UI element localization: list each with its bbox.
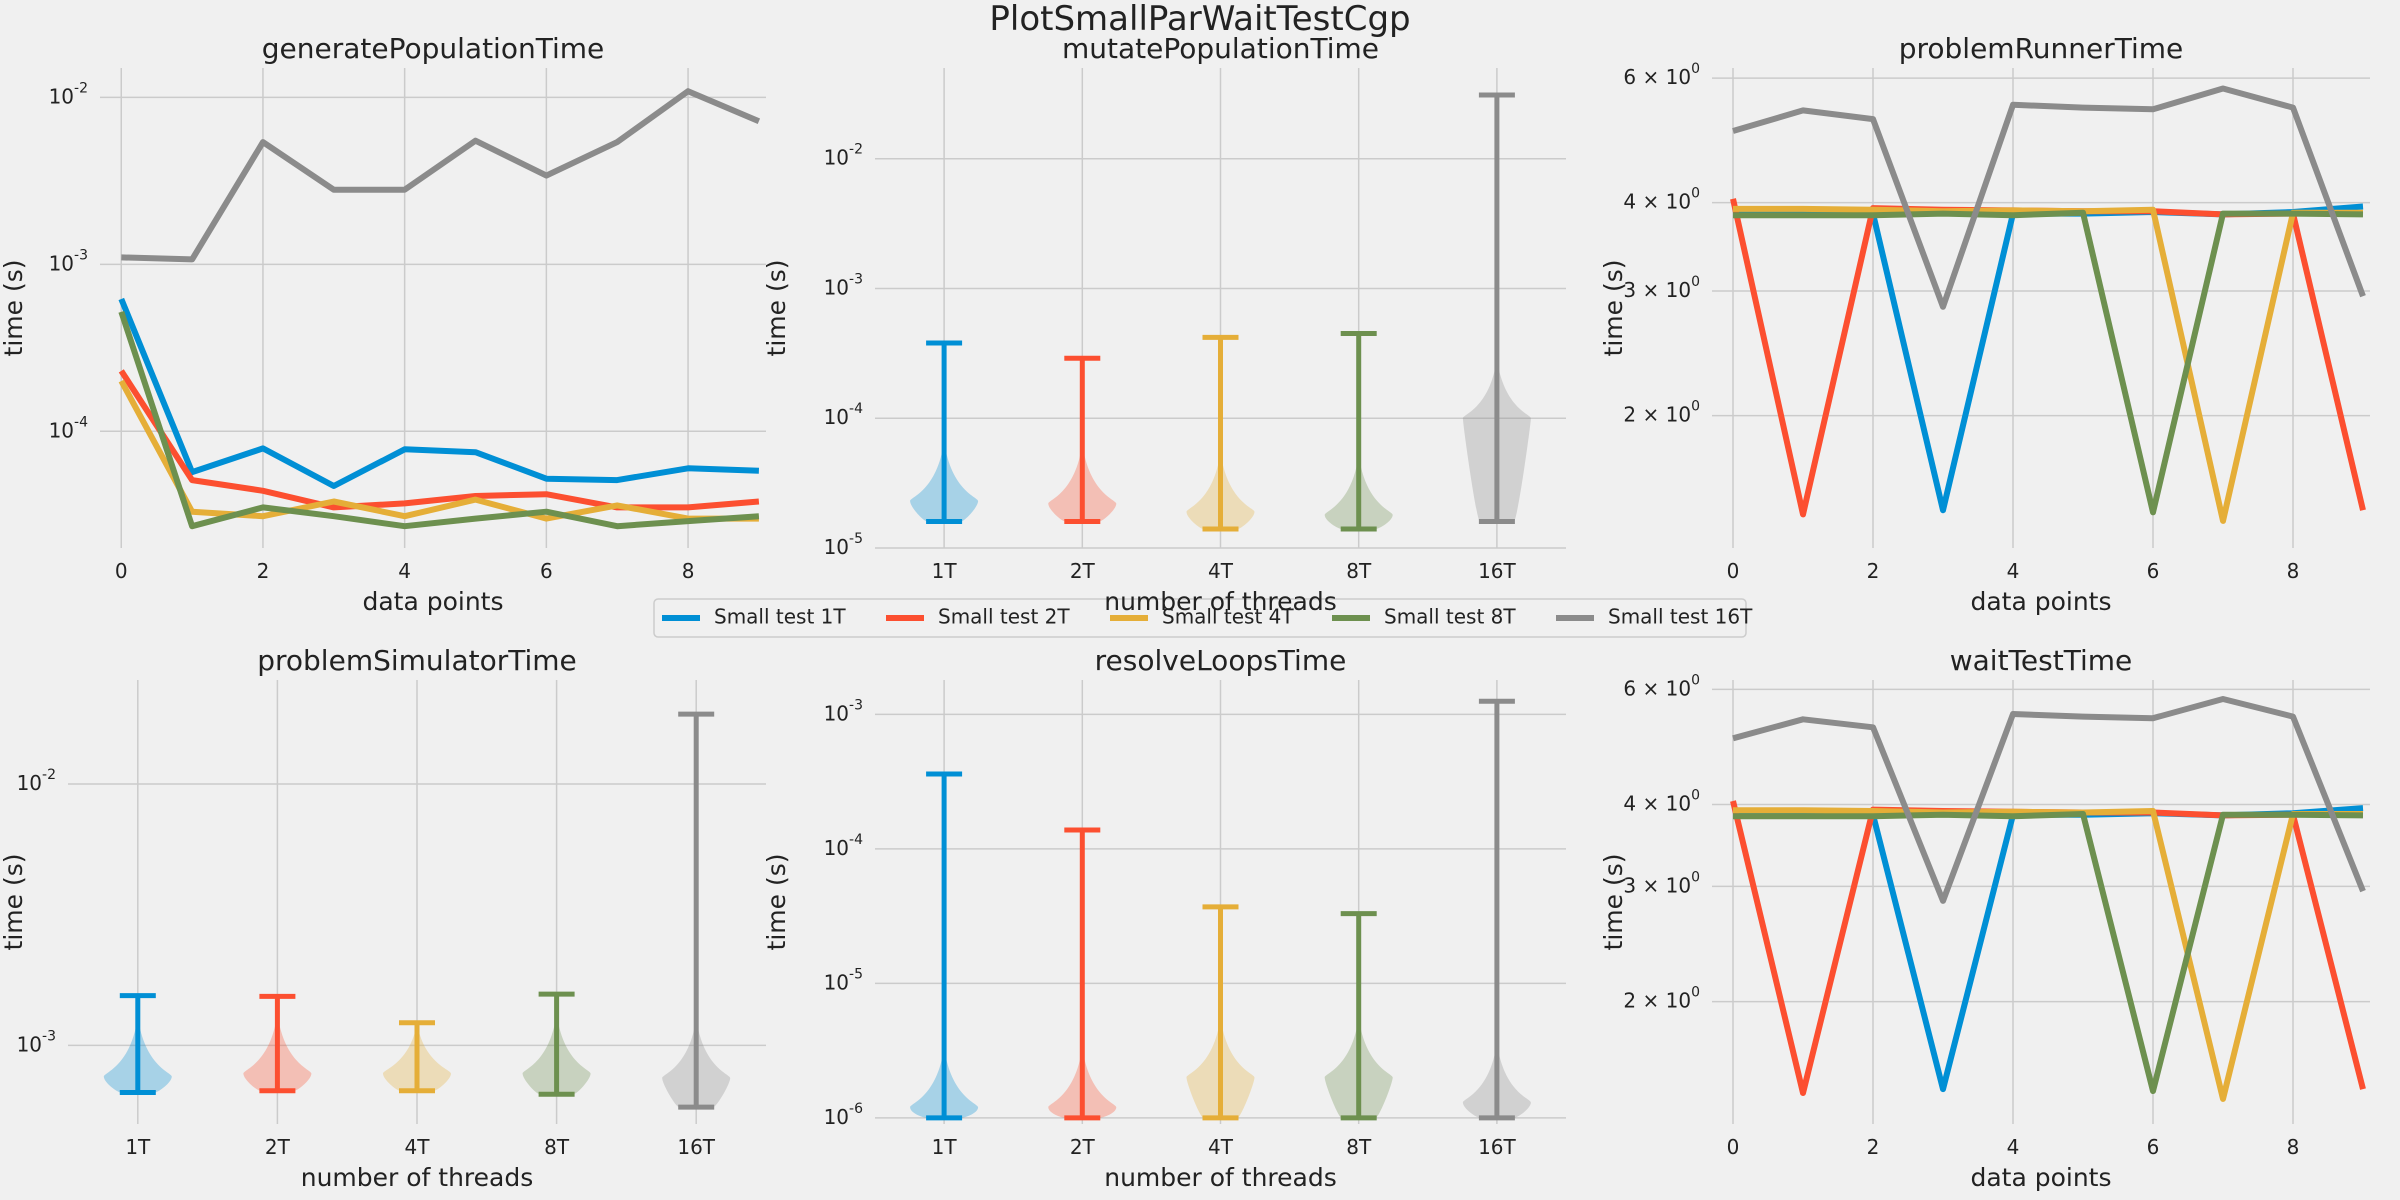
series-line-Small test 8T [118, 310, 760, 530]
y-tick-label: 10-4 [824, 832, 864, 860]
x-axis-label: number of threads [301, 1163, 534, 1192]
x-tick-label: 16T [1478, 559, 1516, 583]
y-axis-label: time (s) [0, 260, 28, 357]
y-tick-label: 2 × 100 [1623, 985, 1700, 1013]
x-tick-label: 4T [1208, 1135, 1234, 1159]
x-axis-label: data points [1970, 1163, 2111, 1192]
x-tick-label: 16T [677, 1135, 715, 1159]
series-line-Small test 16T [121, 88, 761, 263]
y-tick-label: 4 × 100 [1623, 186, 1700, 214]
x-tick-label: 1T [932, 559, 958, 583]
y-tick-label: 2 × 100 [1623, 399, 1700, 427]
y-tick-label: 10-3 [824, 697, 863, 725]
x-tick-label: 2T [1070, 559, 1096, 583]
x-tick-label: 8T [1346, 559, 1372, 583]
x-tick-label: 2 [1867, 559, 1880, 583]
subplot-problemRunnerTime: problemRunnerTime 2 × 100 3 × 100 4 × 100 6 … [1599, 32, 2370, 616]
series-line-Small test 16T [1732, 85, 2366, 310]
subplot-resolveLoopsTime: resolveLoopsTime 10-6 10-5 10-4 10-3 1T 2T 4T 8T… [762, 644, 1566, 1192]
x-axis-label: data points [1970, 587, 2111, 616]
y-tick-label: 6 × 100 [1623, 61, 1700, 89]
y-tick-label: 10-2 [824, 142, 863, 170]
series-line-Small test 1T [118, 297, 760, 489]
grid [1712, 680, 2370, 1124]
x-tick-label: 16T [1478, 1135, 1516, 1159]
x-tick-label: 2 [1867, 1135, 1880, 1159]
x-tick-label: 4T [1208, 559, 1234, 583]
y-axis-label: time (s) [1599, 260, 1628, 357]
x-tick-label: 4 [2007, 559, 2020, 583]
x-tick-label: 6 [2147, 559, 2160, 583]
x-tick-label: 4T [405, 1135, 431, 1159]
y-tick-label: 10-2 [49, 80, 88, 108]
subplot-title: problemRunnerTime [1899, 32, 2184, 65]
x-tick-label: 0 [1727, 1135, 1740, 1159]
x-tick-label: 2T [1070, 1135, 1096, 1159]
subplots: generatePopulationTime 10-4 10-3 10-2 0 2 4 6 8 d… [0, 32, 2370, 1192]
x-tick-label: 6 [2147, 1135, 2160, 1159]
subplot-title: problemSimulatorTime [257, 644, 577, 677]
x-tick-label: 6 [540, 559, 553, 583]
x-tick-label: 2 [257, 559, 270, 583]
y-tick-label: 10-4 [824, 401, 864, 429]
y-tick-label: 3 × 100 [1623, 274, 1700, 302]
y-axis-label: time (s) [762, 260, 791, 357]
legend-frame [653, 598, 1747, 638]
series-line-Small test 8T [1733, 209, 2364, 516]
y-axis-label: time (s) [0, 854, 28, 951]
series-line-Small test 2T [118, 369, 760, 511]
y-tick-label: 3 × 100 [1623, 869, 1700, 897]
y-tick-label: 10-3 [17, 1028, 56, 1056]
x-tick-label: 1T [125, 1135, 151, 1159]
legend: Small test 1T Small test 2T Small test 4T S… [653, 598, 1753, 638]
subplot-mutatePopulationTime: mutatePopulationTime 10-5 10-4 10-3 10-2 1T 2T… [762, 32, 1566, 616]
x-tick-label: 1T [932, 1135, 958, 1159]
grid [1712, 68, 2370, 548]
x-tick-label: 2T [265, 1135, 291, 1159]
grid [100, 68, 766, 548]
x-tick-label: 4 [2007, 1135, 2020, 1159]
legend-label-Small test 8T: Small test 8T [1384, 605, 1516, 629]
subplot-generatePopulationTime: generatePopulationTime 10-4 10-3 10-2 0 2 4 6 8 d… [0, 32, 766, 616]
y-tick-label: 10-3 [824, 271, 863, 299]
subplot-title: resolveLoopsTime [1095, 644, 1347, 677]
legend-label-Small test 4T: Small test 4T [1162, 605, 1294, 629]
y-tick-label: 10-4 [49, 414, 89, 442]
x-tick-label: 4 [398, 559, 411, 583]
x-tick-label: 8 [682, 559, 695, 583]
y-tick-label: 10-6 [824, 1101, 864, 1129]
series-line-Small test 16T [1732, 696, 2366, 904]
y-axis-label: time (s) [1599, 854, 1628, 951]
y-tick-label: 6 × 100 [1623, 672, 1700, 700]
x-tick-label: 8T [1346, 1135, 1372, 1159]
legend-label-Small test 2T: Small test 2T [938, 605, 1070, 629]
y-tick-label: 10-5 [824, 531, 863, 559]
x-tick-label: 8 [2287, 1135, 2300, 1159]
series-line-Small test 8T [1733, 811, 2364, 1094]
series-line-Small test 4T [1733, 205, 2363, 524]
legend-label-Small test 1T: Small test 1T [714, 605, 846, 629]
y-axis-label: time (s) [762, 854, 791, 951]
x-axis-label: data points [362, 587, 503, 616]
subplot-problemSimulatorTime: problemSimulatorTime 10-3 10-2 1T 2T 4T 8T 16T n… [0, 644, 766, 1192]
figure-title: PlotSmallParWaitTestCgp [989, 0, 1410, 39]
y-tick-label: 4 × 100 [1623, 788, 1700, 816]
y-tick-label: 10-2 [17, 767, 56, 795]
legend-label-Small test 16T: Small test 16T [1608, 605, 1753, 629]
subplot-title: generatePopulationTime [262, 32, 604, 65]
subplot-waitTestTime: waitTestTime 2 × 100 3 × 100 4 × 100 6 × 100… [1599, 644, 2370, 1192]
x-tick-label: 8T [544, 1135, 570, 1159]
y-tick-label: 10-5 [824, 966, 863, 994]
y-tick-label: 10-3 [49, 247, 88, 275]
x-axis-label: number of threads [1104, 587, 1337, 616]
x-tick-label: 0 [1727, 559, 1740, 583]
subplot-title: waitTestTime [1950, 644, 2132, 677]
x-axis-label: number of threads [1104, 1163, 1337, 1192]
x-tick-label: 8 [2287, 559, 2300, 583]
x-tick-label: 0 [115, 559, 128, 583]
subplot-title: mutatePopulationTime [1062, 32, 1379, 65]
